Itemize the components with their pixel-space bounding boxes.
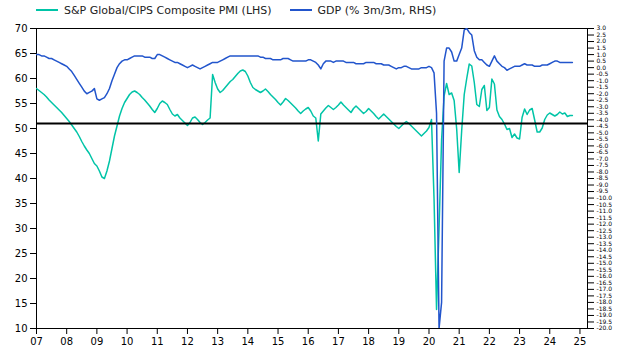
svg-text:-13.5: -13.5 <box>597 240 613 247</box>
svg-text:50: 50 <box>15 123 28 134</box>
svg-text:-4.0: -4.0 <box>597 116 609 123</box>
svg-text:17: 17 <box>332 336 345 347</box>
svg-text:-9.5: -9.5 <box>597 187 609 194</box>
svg-text:-20.0: -20.0 <box>597 324 613 331</box>
svg-text:35: 35 <box>15 198 28 209</box>
svg-text:08: 08 <box>60 336 73 347</box>
svg-text:09: 09 <box>91 336 104 347</box>
svg-text:18: 18 <box>362 336 375 347</box>
svg-text:-11.5: -11.5 <box>597 214 613 221</box>
svg-text:-10.5: -10.5 <box>597 201 613 208</box>
svg-text:2.5: 2.5 <box>597 31 607 38</box>
svg-text:07: 07 <box>30 336 43 347</box>
svg-text:-5.0: -5.0 <box>597 129 609 136</box>
svg-text:0.5: 0.5 <box>597 57 607 64</box>
svg-text:-3.0: -3.0 <box>597 103 609 110</box>
svg-text:-15.0: -15.0 <box>597 259 613 266</box>
svg-text:-10.0: -10.0 <box>597 194 613 201</box>
svg-text:-6.5: -6.5 <box>597 148 609 155</box>
svg-text:-18.5: -18.5 <box>597 305 613 312</box>
svg-text:-0.5: -0.5 <box>597 70 609 77</box>
svg-text:-9.0: -9.0 <box>597 181 609 188</box>
svg-text:-16.5: -16.5 <box>597 279 613 286</box>
svg-text:-7.0: -7.0 <box>597 155 609 162</box>
html-text:S&P Global/CIPS Composite PMI: S&P Global/CIPS Composite PMI (LHS) <box>64 3 272 17</box>
svg-text:-17.5: -17.5 <box>597 292 613 299</box>
svg-text:25: 25 <box>574 336 587 347</box>
svg-text:11: 11 <box>151 336 164 347</box>
svg-text:-14.5: -14.5 <box>597 253 613 260</box>
svg-text:30: 30 <box>15 223 28 234</box>
svg-text:-19.0: -19.0 <box>597 311 613 318</box>
svg-text:-12.0: -12.0 <box>597 220 613 227</box>
svg-text:3.0: 3.0 <box>597 24 607 31</box>
svg-text:24: 24 <box>543 336 556 347</box>
svg-text:14: 14 <box>241 336 254 347</box>
svg-text:70: 70 <box>15 23 28 34</box>
svg-text:40: 40 <box>15 173 28 184</box>
svg-text:15: 15 <box>15 298 28 309</box>
svg-text:10: 10 <box>121 336 134 347</box>
svg-text:10: 10 <box>15 323 28 334</box>
svg-text:55: 55 <box>15 98 28 109</box>
svg-text:-4.5: -4.5 <box>597 122 609 129</box>
svg-text:-1.0: -1.0 <box>597 77 609 84</box>
html-text:GDP (% 3m/3m, RHS): GDP (% 3m/3m, RHS) <box>317 3 437 17</box>
svg-text:-1.5: -1.5 <box>597 83 609 90</box>
svg-text:-18.0: -18.0 <box>597 298 613 305</box>
svg-text:-3.5: -3.5 <box>597 109 609 116</box>
svg-text:21: 21 <box>453 336 466 347</box>
svg-text:23: 23 <box>513 336 526 347</box>
svg-text:13: 13 <box>211 336 224 347</box>
svg-text:65: 65 <box>15 48 28 59</box>
svg-text:-8.5: -8.5 <box>597 174 609 181</box>
svg-text:25: 25 <box>15 248 28 259</box>
svg-text:20: 20 <box>423 336 436 347</box>
svg-text:-6.0: -6.0 <box>597 142 609 149</box>
svg-text:-14.0: -14.0 <box>597 246 613 253</box>
svg-text:-15.5: -15.5 <box>597 266 613 273</box>
svg-text:-11.0: -11.0 <box>597 207 613 214</box>
svg-text:16: 16 <box>302 336 315 347</box>
svg-text:15: 15 <box>272 336 285 347</box>
svg-text:20: 20 <box>15 273 28 284</box>
svg-text:-2.0: -2.0 <box>597 90 609 97</box>
svg-text:-8.0: -8.0 <box>597 168 609 175</box>
svg-text:-17.0: -17.0 <box>597 285 613 292</box>
svg-text:-12.5: -12.5 <box>597 227 613 234</box>
svg-text:2.0: 2.0 <box>597 37 607 44</box>
svg-text:-13.0: -13.0 <box>597 233 613 240</box>
svg-text:-16.0: -16.0 <box>597 272 613 279</box>
svg-text:12: 12 <box>181 336 194 347</box>
svg-text:1.0: 1.0 <box>597 51 607 58</box>
svg-text:-19.5: -19.5 <box>597 318 613 325</box>
svg-text:45: 45 <box>15 148 28 159</box>
svg-text:0.0: 0.0 <box>597 64 607 71</box>
svg-text:60: 60 <box>15 73 28 84</box>
svg-text:-2.5: -2.5 <box>597 96 609 103</box>
svg-text:22: 22 <box>483 336 496 347</box>
svg-text:1.5: 1.5 <box>597 44 607 51</box>
svg-text:-7.5: -7.5 <box>597 161 609 168</box>
svg-text:-5.5: -5.5 <box>597 135 609 142</box>
svg-text:19: 19 <box>392 336 405 347</box>
